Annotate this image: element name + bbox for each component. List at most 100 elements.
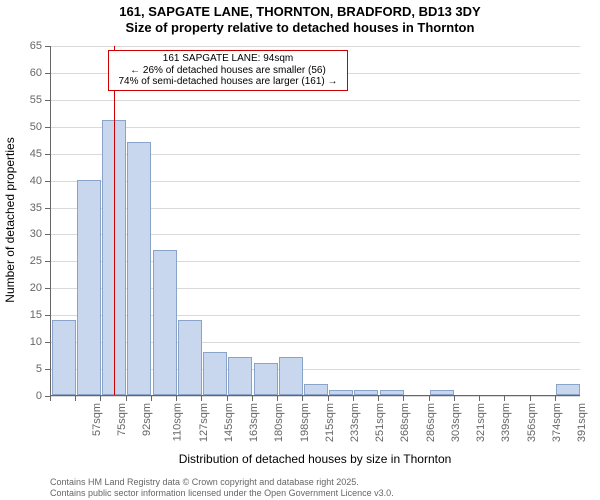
x-tick-mark: [50, 396, 51, 401]
x-tick-mark: [378, 396, 379, 401]
y-tick-label: 25: [12, 255, 42, 267]
x-tick-label: 303sqm: [450, 403, 462, 442]
y-tick-mark: [45, 342, 50, 343]
x-tick-mark: [227, 396, 228, 401]
y-tick-mark: [45, 288, 50, 289]
property-marker-line: [114, 46, 115, 395]
property-size-chart: 161, SAPGATE LANE, THORNTON, BRADFORD, B…: [0, 0, 600, 500]
annotation-line2: ← 26% of detached houses are smaller (56…: [113, 65, 343, 77]
x-tick-mark: [252, 396, 253, 401]
y-tick-label: 45: [12, 148, 42, 160]
x-tick-mark: [75, 396, 76, 401]
histogram-bar: [178, 320, 202, 395]
footer-line2: Contains public sector information licen…: [50, 488, 394, 498]
histogram-bar: [52, 320, 76, 395]
plot-area: [50, 46, 580, 396]
x-tick-mark: [530, 396, 531, 401]
x-tick-mark: [201, 396, 202, 401]
x-tick-label: 127sqm: [198, 403, 210, 442]
annotation-line1: 161 SAPGATE LANE: 94sqm: [113, 53, 343, 65]
x-tick-mark: [479, 396, 480, 401]
annotation-box: 161 SAPGATE LANE: 94sqm← 26% of detached…: [108, 50, 348, 91]
x-tick-mark: [126, 396, 127, 401]
y-tick-label: 20: [12, 282, 42, 294]
y-tick-mark: [45, 261, 50, 262]
histogram-bar: [203, 352, 227, 395]
histogram-bar: [228, 357, 252, 395]
x-tick-label: 374sqm: [551, 403, 563, 442]
x-tick-label: 339sqm: [501, 403, 513, 442]
x-tick-mark: [353, 396, 354, 401]
y-tick-mark: [45, 154, 50, 155]
histogram-bar: [430, 390, 454, 395]
y-tick-label: 30: [12, 228, 42, 240]
annotation-line3: 74% of semi-detached houses are larger (…: [113, 76, 343, 88]
y-tick-label: 10: [12, 336, 42, 348]
x-tick-mark: [277, 396, 278, 401]
histogram-bar: [254, 363, 278, 395]
x-tick-label: 391sqm: [576, 403, 588, 442]
x-tick-label: 145sqm: [223, 403, 235, 442]
x-tick-mark: [328, 396, 329, 401]
attribution-footer: Contains HM Land Registry data © Crown c…: [50, 477, 394, 498]
x-tick-label: 215sqm: [324, 403, 336, 442]
y-tick-label: 60: [12, 67, 42, 79]
gridline: [51, 46, 580, 47]
histogram-bar: [127, 142, 151, 395]
x-tick-label: 198sqm: [299, 403, 311, 442]
y-tick-mark: [45, 369, 50, 370]
x-tick-mark: [403, 396, 404, 401]
x-tick-label: 233sqm: [349, 403, 361, 442]
y-tick-mark: [45, 73, 50, 74]
x-tick-mark: [555, 396, 556, 401]
gridline: [51, 396, 580, 397]
chart-title-block: 161, SAPGATE LANE, THORNTON, BRADFORD, B…: [0, 4, 600, 37]
x-tick-mark: [454, 396, 455, 401]
x-tick-label: 286sqm: [425, 403, 437, 442]
x-tick-label: 251sqm: [374, 403, 386, 442]
histogram-bar: [380, 390, 404, 395]
x-tick-label: 92sqm: [141, 403, 153, 436]
x-tick-label: 57sqm: [91, 403, 103, 436]
y-tick-label: 50: [12, 121, 42, 133]
histogram-bar: [77, 180, 101, 395]
y-tick-label: 65: [12, 40, 42, 52]
x-tick-mark: [429, 396, 430, 401]
x-tick-label: 180sqm: [273, 403, 285, 442]
histogram-bar: [279, 357, 303, 395]
y-tick-mark: [45, 127, 50, 128]
x-tick-label: 321sqm: [475, 403, 487, 442]
histogram-bar: [304, 384, 328, 395]
y-tick-label: 35: [12, 202, 42, 214]
gridline: [51, 100, 580, 101]
y-tick-label: 5: [12, 363, 42, 375]
histogram-bar: [329, 390, 353, 395]
chart-title-line2: Size of property relative to detached ho…: [0, 20, 600, 36]
x-tick-label: 110sqm: [172, 403, 184, 441]
y-tick-label: 0: [12, 390, 42, 402]
y-tick-mark: [45, 100, 50, 101]
y-tick-mark: [45, 46, 50, 47]
y-tick-label: 15: [12, 309, 42, 321]
x-tick-label: 268sqm: [400, 403, 412, 442]
x-tick-mark: [151, 396, 152, 401]
chart-title-line1: 161, SAPGATE LANE, THORNTON, BRADFORD, B…: [0, 4, 600, 20]
x-tick-mark: [176, 396, 177, 401]
histogram-bar: [153, 250, 177, 395]
y-tick-label: 40: [12, 175, 42, 187]
x-tick-label: 356sqm: [526, 403, 538, 442]
y-tick-label: 55: [12, 94, 42, 106]
y-tick-mark: [45, 315, 50, 316]
x-tick-mark: [302, 396, 303, 401]
histogram-bar: [556, 384, 580, 395]
x-tick-label: 163sqm: [248, 403, 260, 442]
x-tick-mark: [504, 396, 505, 401]
footer-line1: Contains HM Land Registry data © Crown c…: [50, 477, 394, 487]
y-tick-mark: [45, 234, 50, 235]
x-tick-mark: [100, 396, 101, 401]
gridline: [51, 127, 580, 128]
x-axis-label: Distribution of detached houses by size …: [50, 452, 580, 466]
histogram-bar: [354, 390, 378, 395]
y-tick-mark: [45, 181, 50, 182]
x-tick-label: 75sqm: [116, 403, 128, 436]
